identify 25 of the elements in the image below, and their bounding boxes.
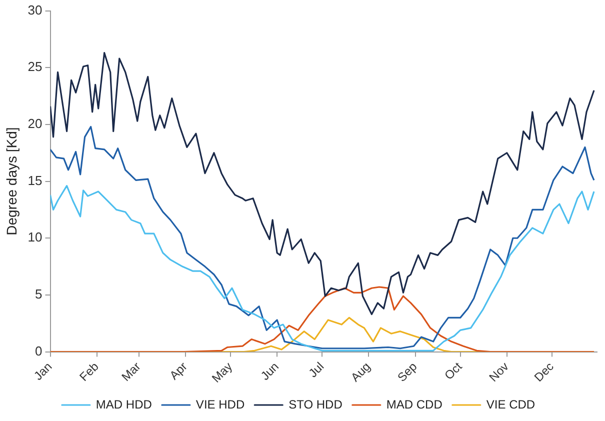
- y-tick-label: 15: [28, 172, 42, 188]
- x-tick-label: Nov: [486, 359, 512, 384]
- x-tick-label: Aug: [348, 359, 374, 384]
- legend-label: VIE HDD: [196, 397, 245, 412]
- x-tick-label: May: [209, 359, 235, 386]
- legend-label: VIE CDD: [486, 397, 536, 412]
- x-tick-label: Dec: [531, 359, 556, 384]
- y-tick-label: 20: [28, 116, 42, 132]
- x-tick-label: Jul: [306, 359, 327, 380]
- legend-label: STO HDD: [288, 397, 343, 412]
- y-tick-label: 30: [28, 2, 42, 18]
- legend-label: MAD HDD: [96, 397, 152, 412]
- x-tick-label: Jun: [258, 359, 282, 384]
- x-tick-label: Jan: [31, 359, 55, 384]
- x-tick-label: Sep: [394, 359, 420, 384]
- y-tick-label: 10: [28, 230, 42, 245]
- y-tick-label: 0: [35, 343, 42, 358]
- legend-label: MAD CDD: [386, 397, 443, 412]
- y-tick-label: 5: [35, 286, 42, 302]
- y-axis-title: Degree days [Kd]: [3, 127, 20, 236]
- x-tick-label: Feb: [76, 359, 102, 384]
- x-tick-label: Mar: [118, 359, 144, 384]
- x-tick-label: Apr: [166, 359, 190, 383]
- x-tick-label: Oct: [442, 358, 466, 383]
- y-tick-label: 25: [28, 59, 42, 74]
